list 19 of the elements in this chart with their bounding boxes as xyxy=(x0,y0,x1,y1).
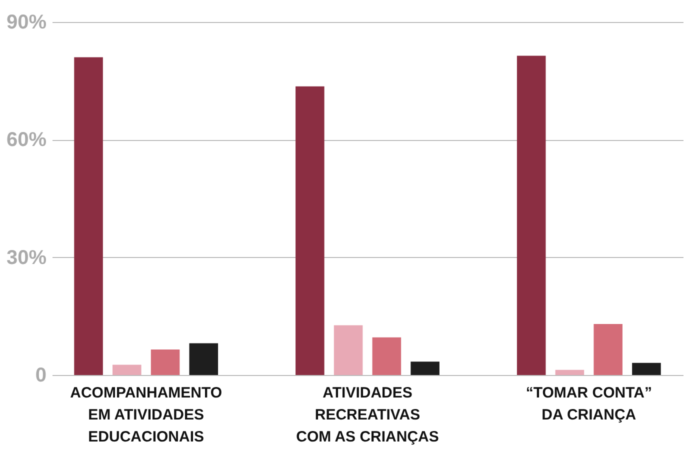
bar xyxy=(372,337,402,375)
bar xyxy=(594,324,622,375)
bar xyxy=(410,362,440,375)
y-tick-label: 0 xyxy=(35,364,46,386)
bar xyxy=(112,364,142,375)
y-tick-label: 90% xyxy=(6,12,47,34)
bar xyxy=(150,350,180,375)
bar xyxy=(189,343,218,375)
bar xyxy=(334,325,363,375)
x-tick-label: “TOMAR CONTA” DA CRIANÇA xyxy=(526,384,652,424)
bar xyxy=(296,86,324,375)
bar xyxy=(516,56,546,375)
x-tick-label: ACOMPANHAMENTO EM ATIVIDADES EDUCACIONAIS xyxy=(70,384,222,446)
bar xyxy=(555,370,584,375)
x-tick-label: ATIVIDADES RECREATIVAS COM AS CRIANÇAS xyxy=(296,384,439,446)
bar xyxy=(74,57,103,375)
y-tick-label: 30% xyxy=(6,246,47,269)
bar xyxy=(632,362,661,375)
y-tick-label: 60% xyxy=(6,129,47,152)
